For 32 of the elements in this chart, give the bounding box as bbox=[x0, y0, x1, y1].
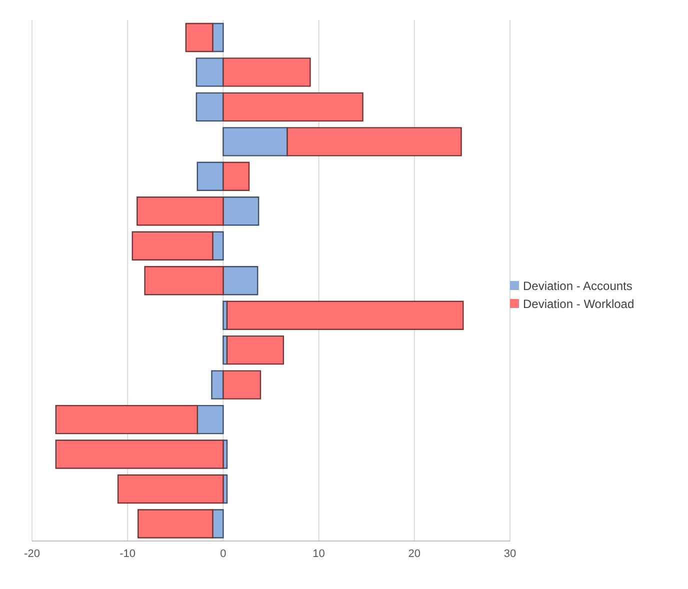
bar bbox=[226, 335, 284, 365]
legend-label: Deviation - Workload bbox=[523, 296, 634, 310]
bar bbox=[144, 266, 224, 296]
bar bbox=[196, 58, 224, 87]
bar bbox=[222, 92, 364, 122]
bar bbox=[132, 231, 214, 260]
bar bbox=[222, 162, 250, 192]
bar bbox=[211, 370, 224, 400]
bar bbox=[196, 92, 224, 122]
bar bbox=[226, 300, 464, 330]
bar bbox=[55, 404, 198, 434]
x-tick-label: -20 bbox=[24, 548, 40, 560]
x-tick-label: -10 bbox=[120, 548, 136, 560]
bar bbox=[222, 58, 311, 87]
bar bbox=[222, 370, 262, 400]
bar bbox=[55, 440, 224, 469]
legend-label: Deviation - Accounts bbox=[523, 278, 632, 292]
x-tick-label: 0 bbox=[220, 548, 226, 560]
bar bbox=[222, 196, 260, 226]
bar bbox=[212, 509, 224, 538]
bar bbox=[222, 266, 258, 296]
x-tick-label: 30 bbox=[504, 548, 516, 560]
bar bbox=[286, 127, 462, 156]
x-tick-label: 10 bbox=[312, 548, 325, 560]
bar bbox=[117, 474, 224, 504]
bar bbox=[196, 162, 224, 192]
bar bbox=[196, 404, 224, 434]
bar bbox=[222, 127, 288, 156]
bar bbox=[136, 196, 224, 226]
bar bbox=[185, 22, 214, 52]
bar bbox=[138, 509, 214, 538]
x-tick-label: 20 bbox=[408, 548, 421, 560]
